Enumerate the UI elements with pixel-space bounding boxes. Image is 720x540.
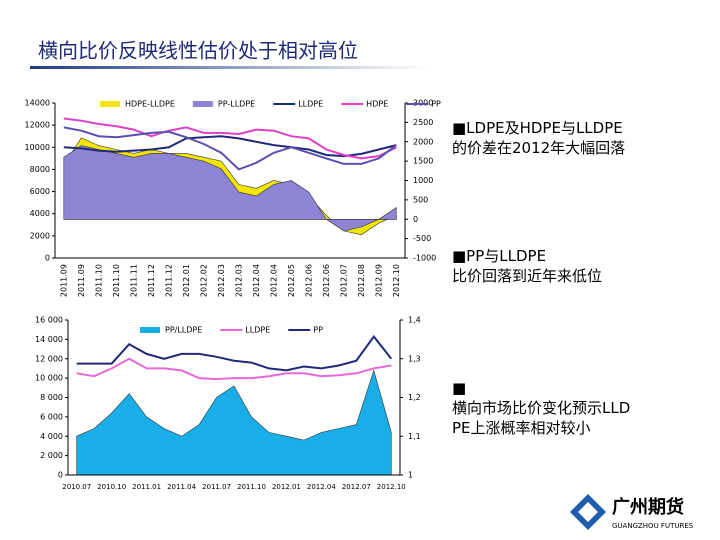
legend-label: PP/LLDPE bbox=[165, 326, 202, 335]
y2-tick-label: 1500 bbox=[413, 157, 433, 166]
y-tick-label: 4000 bbox=[30, 209, 50, 218]
y-tick-label: 14 000 bbox=[35, 335, 63, 344]
note-line: 横向市场比价变化预示LLD bbox=[452, 399, 631, 417]
logo-mark-inner bbox=[578, 502, 598, 522]
x-tick-label: 2012.02 bbox=[199, 264, 208, 297]
chart: 0 2 000 4 000 6 000 8 000 10 000 12 000 14 000 1… bbox=[35, 316, 421, 492]
area bbox=[63, 145, 397, 232]
slide-title: 横向比价反映线性估价处于相对高位 bbox=[38, 39, 358, 63]
y-tick-label: 8 000 bbox=[40, 393, 63, 402]
note-line: ■ bbox=[452, 379, 467, 397]
x-tick-label: 2011.10 bbox=[112, 264, 121, 297]
legend-label: HDPE-LLDPE bbox=[125, 100, 175, 109]
legend-label: PP-LLDPE bbox=[218, 100, 255, 109]
y-tick-label: 14000 bbox=[25, 99, 50, 108]
logo: 广州期货 GUANGZHOU FUTURES bbox=[570, 494, 694, 530]
y2-tick-label: 1,3 bbox=[408, 354, 421, 363]
y-tick-label: 10000 bbox=[25, 143, 50, 152]
y-tick-label: 6 000 bbox=[40, 412, 63, 421]
x-tick-label: 2012.05 bbox=[287, 264, 296, 297]
y2-tick-label: 1,1 bbox=[408, 432, 421, 441]
y-tick-label: 12 000 bbox=[35, 354, 63, 363]
x-tick-label: 2011.04 bbox=[167, 483, 196, 491]
logo-subtitle: GUANGZHOU FUTURES bbox=[612, 522, 694, 530]
y2-tick-label: 2500 bbox=[413, 118, 433, 127]
line bbox=[63, 117, 397, 160]
x-tick-label: 2011.11 bbox=[129, 264, 138, 297]
note-line: ■LDPE及HDPE与LLDPE bbox=[452, 119, 623, 137]
y2-tick-label: 500 bbox=[413, 195, 428, 204]
note: ■ 横向市场比价变化预示LLD PE上涨概率相对较小 bbox=[452, 378, 712, 438]
line bbox=[63, 135, 397, 158]
x-tick-label: 2011.07 bbox=[202, 483, 231, 491]
y-tick-label: 2000 bbox=[30, 231, 50, 240]
note-line: PE上涨概率相对较小 bbox=[452, 419, 591, 437]
x-tick-label: 2011.10 bbox=[237, 483, 266, 491]
chart: 02000400060008000100001200014000-1000-50… bbox=[25, 99, 442, 298]
y-tick-label: 16 000 bbox=[35, 316, 63, 325]
note: ■PP与LLDPE 比价回落到近年来低位 bbox=[452, 246, 712, 286]
note-line: ■PP与LLDPE bbox=[452, 247, 547, 265]
logo-name: 广州期货 bbox=[612, 496, 684, 518]
x-tick-label: 2012.06 bbox=[322, 264, 331, 297]
legend-label: HDPE bbox=[366, 100, 388, 109]
x-tick-label: 2010.10 bbox=[97, 483, 126, 491]
y2-tick-label: 1 bbox=[408, 471, 413, 480]
x-tick-label: 2012.04 bbox=[252, 264, 261, 297]
y-tick-label: 8000 bbox=[30, 165, 50, 174]
note-line: 比价回落到近年来低位 bbox=[452, 267, 603, 285]
x-tick-label: 2012.03 bbox=[234, 264, 243, 297]
x-tick-label: 2012.08 bbox=[357, 264, 366, 297]
x-tick-label: 2012.07 bbox=[339, 264, 348, 297]
y2-tick-label: 2000 bbox=[413, 137, 433, 146]
x-tick-label: 2011.10 bbox=[94, 264, 103, 297]
legend-label: LLDPE bbox=[245, 326, 270, 335]
y-tick-label: 6000 bbox=[30, 187, 50, 196]
x-tick-label: 2012.10 bbox=[377, 483, 406, 491]
y2-tick-label: 1,2 bbox=[408, 393, 421, 402]
y-tick-label: 0 bbox=[45, 254, 50, 263]
x-tick-label: 2012.04 bbox=[307, 483, 336, 491]
x-tick-label: 2012.09 bbox=[374, 264, 383, 297]
y2-tick-label: -500 bbox=[413, 234, 431, 243]
x-tick-label: 2012.07 bbox=[342, 483, 371, 491]
line bbox=[76, 357, 392, 381]
x-tick-label: 2011.12 bbox=[147, 264, 156, 297]
x-tick-label: 2012.04 bbox=[269, 264, 278, 297]
line bbox=[76, 334, 393, 372]
y2-tick-label: 1,4 bbox=[408, 316, 421, 325]
legend-label: LLDPE bbox=[298, 100, 323, 109]
y-tick-label: 12000 bbox=[25, 121, 50, 130]
x-tick-label: 2012.06 bbox=[304, 264, 313, 297]
legend-label: PP bbox=[431, 100, 441, 109]
area bbox=[76, 369, 392, 476]
y2-tick-label: 1000 bbox=[413, 176, 433, 185]
legend-swatch bbox=[192, 101, 213, 107]
x-tick-label: 2012.10 bbox=[392, 264, 401, 297]
y-tick-label: 2 000 bbox=[40, 451, 63, 460]
y-tick-label: 10 000 bbox=[35, 374, 63, 383]
x-tick-label: 2010.07 bbox=[62, 483, 91, 491]
line bbox=[63, 126, 397, 171]
x-tick-label: 2011.12 bbox=[164, 264, 173, 297]
y-tick-label: 4 000 bbox=[40, 432, 63, 441]
title-underline bbox=[30, 66, 430, 69]
y-tick-label: 0 bbox=[58, 471, 63, 480]
x-tick-label: 2011.01 bbox=[132, 483, 161, 491]
x-tick-label: 2011.09 bbox=[59, 264, 68, 297]
legend-label: PP bbox=[313, 326, 323, 335]
legend-swatch bbox=[140, 327, 160, 333]
note: ■LDPE及HDPE与LLDPE 的价差在2012年大幅回落 bbox=[452, 118, 712, 158]
x-tick-label: 2012.01 bbox=[182, 264, 191, 297]
x-tick-label: 2012.01 bbox=[272, 483, 301, 491]
y2-tick-label: -1000 bbox=[413, 254, 436, 263]
legend-swatch bbox=[100, 101, 120, 107]
y2-tick-label: 0 bbox=[413, 215, 418, 224]
x-tick-label: 2012.03 bbox=[217, 264, 226, 297]
x-tick-label: 2011.09 bbox=[77, 264, 86, 297]
note-line: 的价差在2012年大幅回落 bbox=[452, 139, 626, 157]
